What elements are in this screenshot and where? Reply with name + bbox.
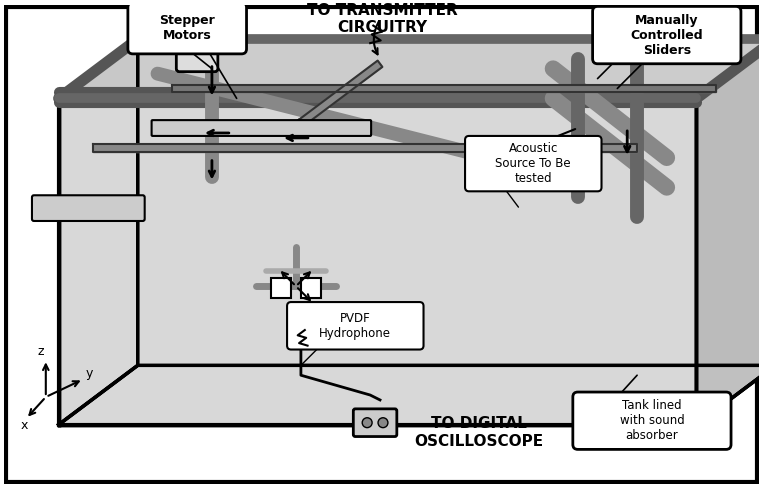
FancyBboxPatch shape	[513, 145, 523, 155]
Text: Tank lined
with sound
absorber: Tank lined with sound absorber	[620, 399, 684, 442]
FancyBboxPatch shape	[272, 278, 291, 298]
FancyBboxPatch shape	[353, 409, 397, 437]
FancyBboxPatch shape	[465, 136, 601, 191]
Polygon shape	[59, 39, 763, 98]
Polygon shape	[93, 144, 637, 152]
Text: y: y	[85, 367, 93, 380]
FancyBboxPatch shape	[32, 195, 145, 221]
FancyBboxPatch shape	[573, 392, 731, 449]
FancyBboxPatch shape	[128, 2, 246, 54]
FancyBboxPatch shape	[152, 120, 371, 136]
FancyBboxPatch shape	[176, 11, 218, 72]
Text: Stepper
Motors: Stepper Motors	[159, 14, 215, 42]
Polygon shape	[59, 98, 697, 424]
FancyBboxPatch shape	[301, 278, 320, 298]
Polygon shape	[697, 39, 763, 424]
Polygon shape	[59, 365, 763, 424]
FancyBboxPatch shape	[511, 153, 526, 166]
Polygon shape	[172, 85, 716, 92]
FancyBboxPatch shape	[593, 6, 741, 64]
Polygon shape	[298, 60, 382, 126]
Text: x: x	[21, 419, 28, 432]
FancyBboxPatch shape	[287, 302, 423, 349]
FancyBboxPatch shape	[513, 147, 524, 159]
Text: z: z	[38, 346, 44, 359]
FancyBboxPatch shape	[510, 162, 526, 179]
Text: TO DIGITAL
OSCILLOSCOPE: TO DIGITAL OSCILLOSCOPE	[414, 416, 543, 449]
Circle shape	[362, 418, 372, 428]
FancyBboxPatch shape	[182, 2, 213, 21]
Text: Acoustic
Source To Be
tested: Acoustic Source To Be tested	[495, 142, 571, 185]
Text: PVDF
Hydrophone: PVDF Hydrophone	[319, 312, 391, 340]
Text: Manually
Controlled
Sliders: Manually Controlled Sliders	[630, 14, 703, 57]
Polygon shape	[59, 39, 138, 424]
Text: TO TRANSMITTER
CIRCUITRY: TO TRANSMITTER CIRCUITRY	[307, 3, 457, 35]
Circle shape	[378, 418, 388, 428]
